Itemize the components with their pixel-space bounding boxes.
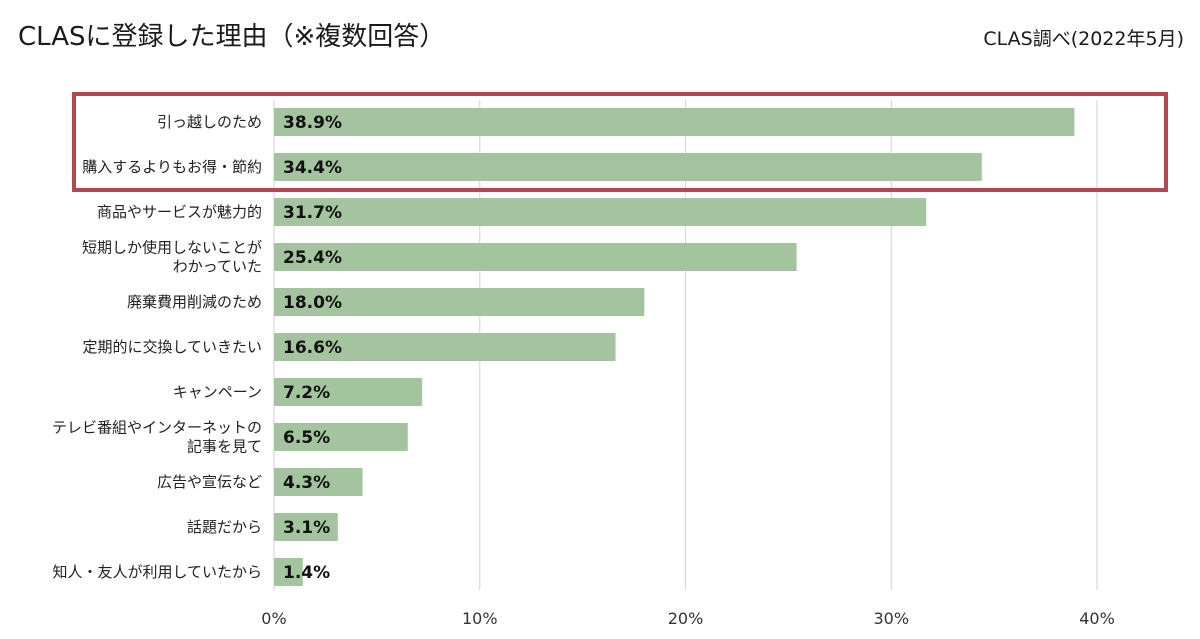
x-tick-label: 0% xyxy=(261,609,286,628)
category-label: テレビ番組やインターネットの xyxy=(52,419,262,437)
x-tick-label: 30% xyxy=(873,609,909,628)
value-label: 3.1% xyxy=(283,518,330,538)
chart-title: CLASに登録した理由（※複数回答） xyxy=(18,22,446,52)
bar xyxy=(274,513,338,541)
category-label: 廃棄費用削減のため xyxy=(127,293,262,311)
bar xyxy=(274,468,363,496)
bar xyxy=(274,288,645,316)
category-label: 購入するよりもお得・節約 xyxy=(82,158,262,176)
bar xyxy=(274,378,423,406)
category-label: 定期的に交換していきたい xyxy=(82,338,262,356)
bars: 38.9% 34.4% 31.7% 25.4% 18.0% 16.6% 7.2% 6.5% 4.… xyxy=(274,108,1075,586)
x-axis-ticks: 0% 10% 20% 30% 40% xyxy=(261,609,1114,628)
value-label: 1.4% xyxy=(283,563,330,583)
category-label: 商品やサービスが魅力的 xyxy=(97,203,262,221)
category-label: 記事を見て xyxy=(187,438,262,456)
value-label: 4.3% xyxy=(283,473,330,493)
bar xyxy=(274,198,927,226)
category-label: 知人・友人が利用していたから xyxy=(52,563,262,581)
highlight-box xyxy=(72,92,1168,192)
bar xyxy=(274,558,303,586)
value-label: 31.7% xyxy=(283,203,342,223)
category-label: キャンペーン xyxy=(173,383,262,401)
value-label: 25.4% xyxy=(283,248,342,268)
value-label: 16.6% xyxy=(283,338,342,358)
x-tick-label: 20% xyxy=(668,609,704,628)
value-label: 34.4% xyxy=(283,158,342,178)
category-label: わかっていた xyxy=(173,258,262,276)
category-label: 広告や宣伝など xyxy=(157,473,262,491)
source-note: CLAS調べ(2022年5月) xyxy=(983,28,1184,50)
category-labels: 引っ越しのため購入するよりもお得・節約商品やサービスが魅力的短期しか使用しないこ… xyxy=(52,113,262,581)
value-label: 18.0% xyxy=(283,293,342,313)
x-tick-label: 10% xyxy=(462,609,498,628)
value-label: 6.5% xyxy=(283,428,330,448)
category-label: 短期しか使用しないことが xyxy=(82,239,262,257)
value-label: 7.2% xyxy=(283,383,330,403)
bar xyxy=(274,108,1075,136)
x-tick-label: 40% xyxy=(1079,609,1115,628)
category-label: 引っ越しのため xyxy=(157,113,262,131)
bar xyxy=(274,153,982,181)
bar xyxy=(274,243,797,271)
value-label: 38.9% xyxy=(283,113,342,133)
bar xyxy=(274,333,616,361)
bar xyxy=(274,423,408,451)
category-label: 話題だから xyxy=(187,518,262,536)
